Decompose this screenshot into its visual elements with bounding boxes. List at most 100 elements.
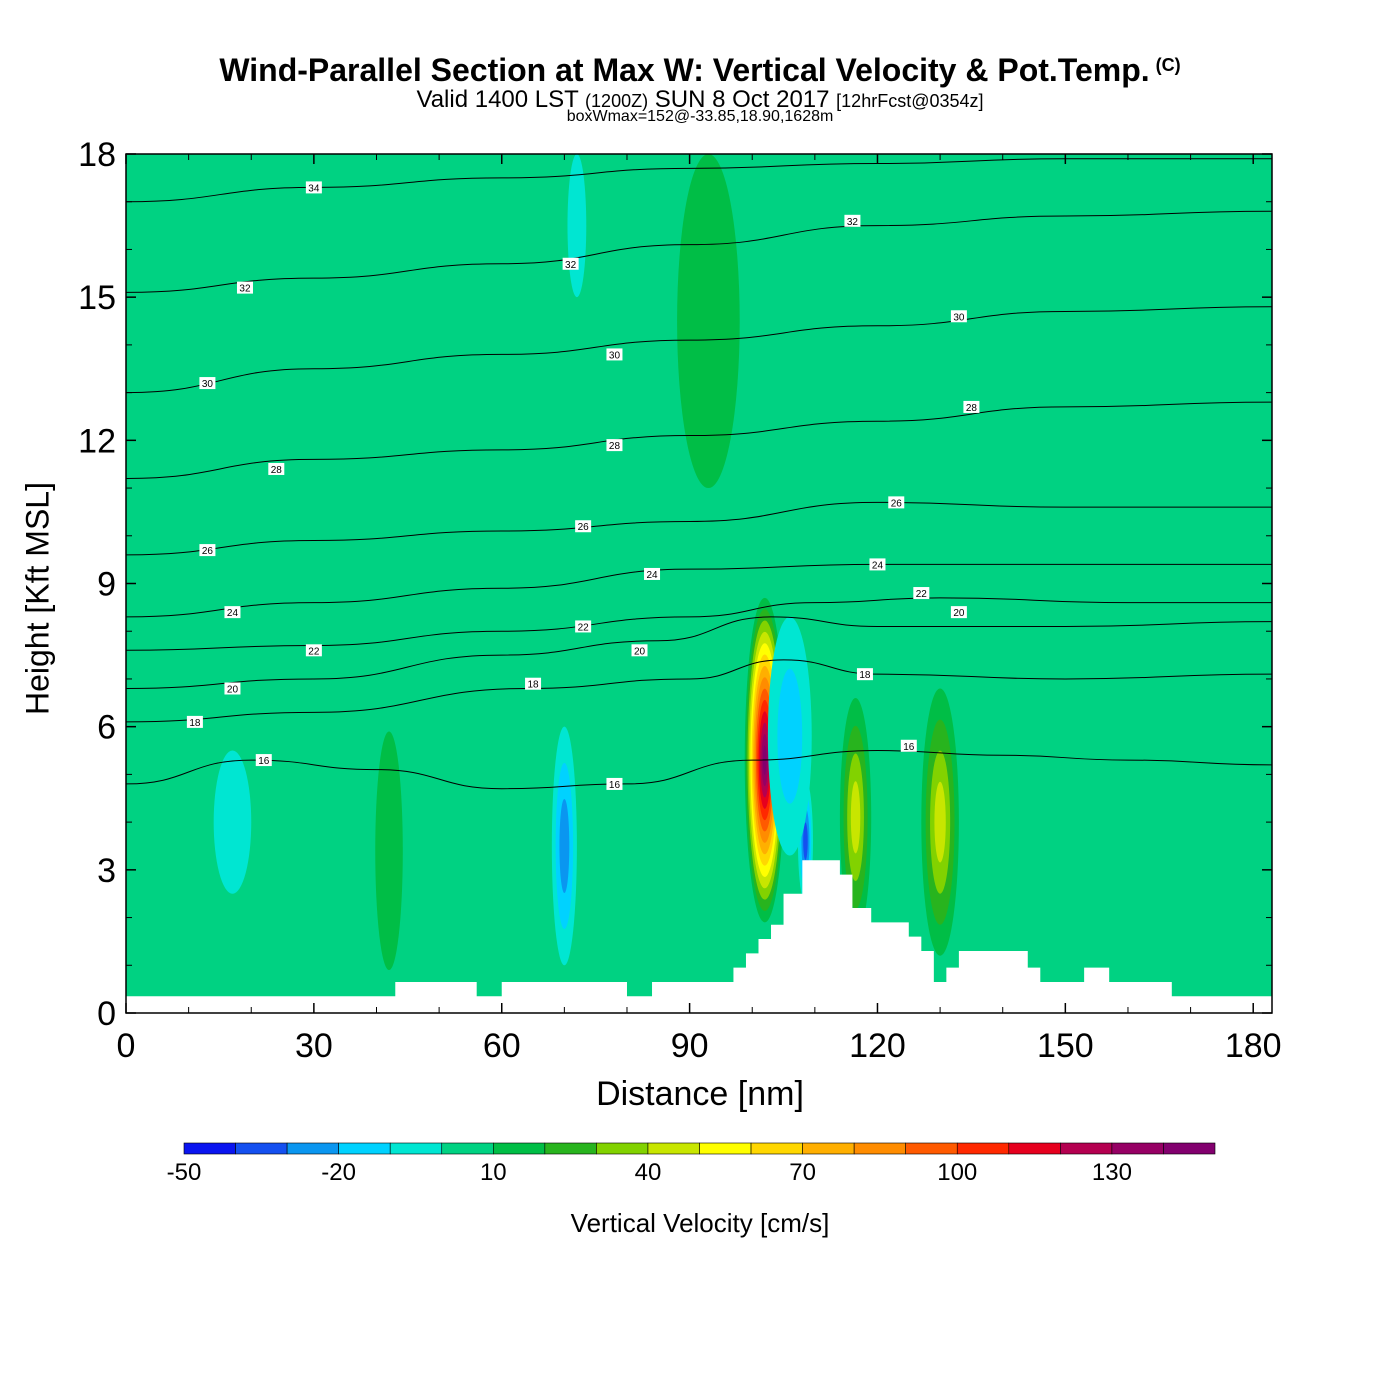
contour-label-text: 26: [891, 498, 903, 509]
contour-label-bg: [525, 677, 542, 690]
contour-label-text: 20: [953, 608, 965, 619]
contour-label-28: 28: [606, 439, 623, 452]
contour-label-bg: [950, 606, 967, 619]
updraft-level-45: [934, 781, 946, 863]
contour-label-20: 20: [950, 606, 967, 619]
downdraft-level--25: [559, 798, 570, 893]
contour-label-text: 30: [953, 312, 965, 323]
contour-label-18: 18: [856, 668, 873, 681]
colorbar-tick-label: 10: [480, 1159, 507, 1186]
contour-label-26: 26: [888, 496, 905, 509]
colorbar-swatch: [544, 1142, 597, 1155]
colorbar-swatch: [647, 1142, 700, 1155]
colorbar-swatch: [183, 1142, 236, 1155]
colorbar-tick-label: -20: [321, 1159, 356, 1186]
colorbar-swatch: [802, 1142, 855, 1155]
valid-utc: (1200Z): [585, 91, 649, 111]
contour-label-bg: [900, 739, 917, 752]
x-tick-label: 90: [671, 1027, 709, 1065]
contour-label-30: 30: [199, 377, 216, 390]
contour-label-bg: [631, 644, 648, 657]
x-tick-label: 0: [117, 1027, 136, 1065]
colorbar-tick-label: -50: [167, 1159, 202, 1186]
isentrope-32: [126, 210, 1272, 293]
y-tick-label: 9: [97, 566, 116, 604]
contour-label-text: 24: [646, 570, 658, 581]
colorbar-swatch: [389, 1142, 443, 1155]
isentrope-18: [126, 659, 1272, 723]
downdraft-level--35: [803, 822, 808, 860]
isentrope-30: [126, 306, 1272, 394]
contour-label-30: 30: [606, 348, 623, 361]
contour-label-bg: [562, 257, 579, 270]
x-tick-label: 180: [1225, 1027, 1282, 1065]
contour-label-text: 24: [227, 608, 239, 619]
colorbar-swatch: [956, 1142, 1010, 1155]
contour-label-bg: [224, 682, 241, 695]
contour-label-text: 16: [903, 742, 915, 753]
x-tick-label: 60: [483, 1027, 521, 1065]
downdraft-7: [767, 616, 812, 856]
contour-label-20: 20: [224, 682, 241, 695]
contour-label-18: 18: [525, 677, 542, 691]
updraft-4: [677, 154, 740, 489]
downdraft-level--15: [777, 668, 803, 804]
contour-label-32: 32: [844, 214, 861, 228]
contour-label-bg: [844, 214, 861, 227]
updraft-3: [375, 731, 403, 971]
contour-label-bg: [575, 520, 592, 533]
contour-label-text: 20: [227, 684, 239, 695]
contour-label-22: 22: [913, 587, 930, 600]
contour-label-bg: [888, 496, 905, 509]
y-axis-label: Height [Kft MSL]: [19, 482, 56, 715]
contour-label-22: 22: [575, 620, 592, 633]
contour-label-text: 30: [202, 379, 214, 390]
colorbar-swatch: [596, 1142, 649, 1155]
boxwmax-info: boxWmax=152@-33.85,18.90,1628m: [566, 108, 834, 125]
updraft-2: [921, 688, 959, 956]
y-tick-label: 3: [97, 852, 116, 890]
copyright-mark: (C): [1155, 55, 1181, 75]
contour-label-bg: [255, 754, 272, 767]
contour-label-text: 26: [578, 522, 590, 533]
updraft-level-45: [850, 781, 861, 854]
contour-label-bg: [856, 668, 873, 681]
colorbar-label: Vertical Velocity [cm/s]: [570, 1208, 830, 1238]
contour-label-bg: [305, 644, 322, 657]
isentrope-26: [126, 501, 1272, 556]
contour-label-text: 20: [634, 646, 646, 657]
colorbar-swatch: [1163, 1142, 1216, 1155]
terrain-mask: [126, 860, 1272, 1013]
contour-label-16: 16: [606, 777, 623, 791]
contour-label-text: 26: [202, 546, 214, 557]
contour-label-24: 24: [869, 558, 886, 571]
contour-label-bg: [199, 544, 216, 557]
contour-label-24: 24: [224, 606, 241, 619]
contour-label-26: 26: [575, 520, 592, 533]
isentrope-22: [126, 597, 1272, 651]
colorbar-swatch: [235, 1142, 288, 1155]
x-tick-label: 30: [295, 1027, 333, 1065]
contour-label-bg: [606, 439, 623, 452]
contour-label-text: 28: [609, 441, 621, 452]
colorbar-swatch: [1111, 1142, 1164, 1155]
valid-prefix: Valid 1400 LST: [416, 86, 579, 113]
valid-date: SUN 8 Oct 2017: [654, 86, 830, 113]
colorbar-swatch: [1060, 1142, 1113, 1155]
colorbar-tick-label: 70: [789, 1159, 816, 1186]
colorbar-swatch: [441, 1142, 494, 1155]
contour-label-text: 16: [258, 756, 270, 767]
colorbar-swatch: [492, 1142, 546, 1155]
y-tick-label: 18: [78, 136, 116, 174]
contour-label-text: 28: [966, 403, 978, 414]
contour-label-text: 18: [189, 718, 201, 729]
contour-label-bg: [913, 587, 930, 600]
contour-label-bg: [644, 567, 661, 580]
contour-label-text: 22: [308, 646, 320, 657]
contour-label-text: 34: [308, 183, 320, 194]
y-tick-label: 15: [78, 279, 116, 317]
contour-label-bg: [186, 715, 203, 728]
contour-label-22: 22: [305, 644, 322, 657]
contour-label-34: 34: [305, 181, 322, 194]
